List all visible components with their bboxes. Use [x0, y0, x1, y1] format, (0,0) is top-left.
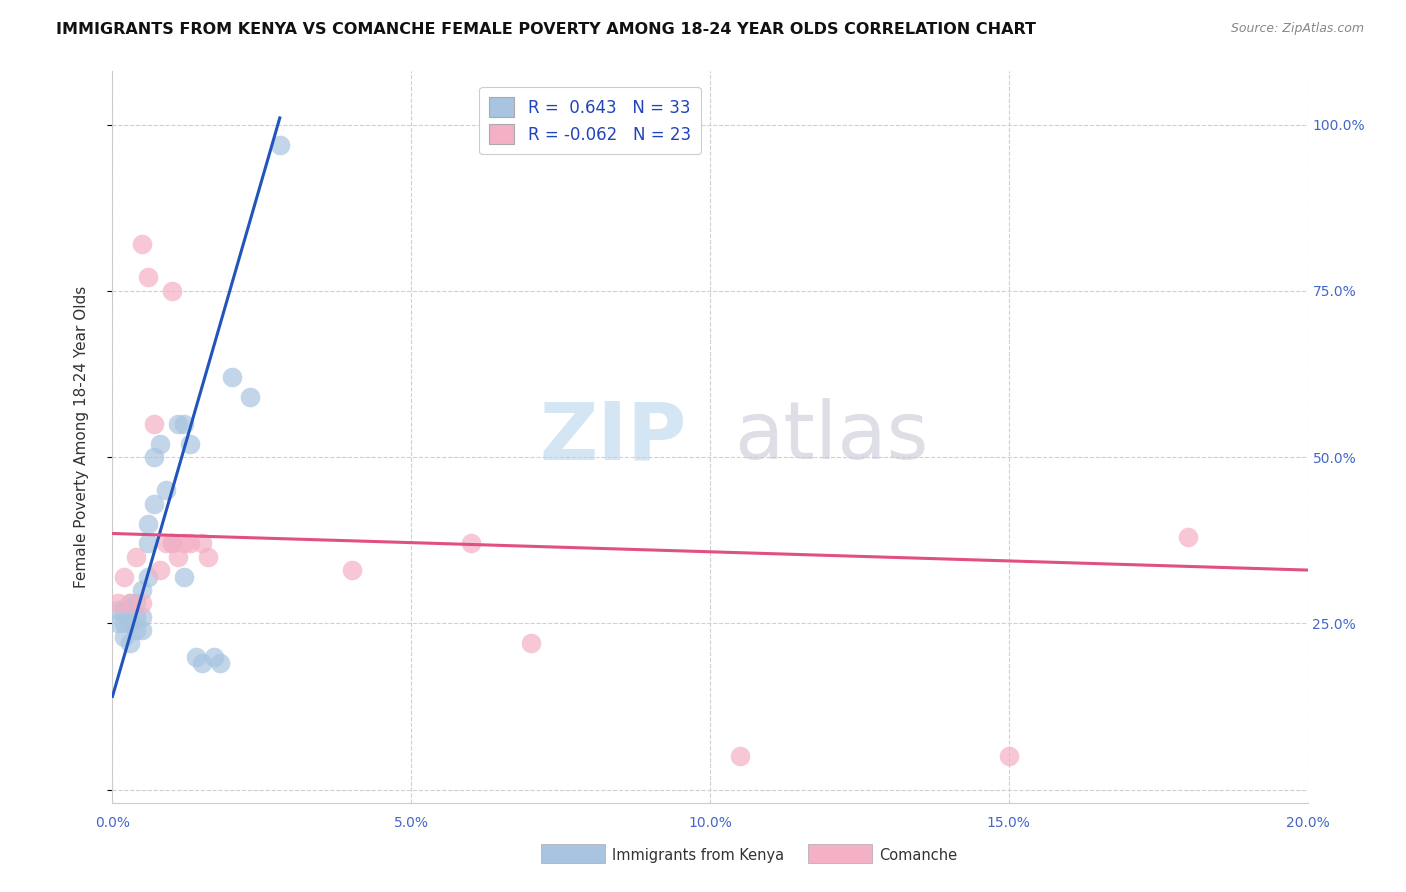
Text: Comanche: Comanche: [879, 848, 957, 863]
Point: [162, 536, 183, 550]
Point: [173, 570, 195, 584]
Point: [107, 616, 129, 631]
Point: [191, 536, 214, 550]
Point: [143, 417, 166, 431]
Text: Immigrants from Kenya: Immigrants from Kenya: [612, 848, 783, 863]
Text: atlas: atlas: [734, 398, 928, 476]
Legend: R =  0.643   N = 33, R = -0.062   N = 23: R = 0.643 N = 33, R = -0.062 N = 23: [479, 87, 700, 154]
Point: [120, 596, 142, 610]
Point: [340, 563, 363, 577]
Point: [167, 417, 190, 431]
Point: [131, 596, 153, 610]
Point: [149, 563, 172, 577]
Point: [143, 450, 166, 464]
Point: [131, 237, 153, 252]
Point: [155, 536, 177, 550]
Point: [131, 582, 153, 597]
Point: [191, 656, 214, 670]
Text: Source: ZipAtlas.com: Source: ZipAtlas.com: [1230, 22, 1364, 36]
Point: [125, 609, 148, 624]
Point: [173, 536, 195, 550]
Point: [125, 549, 148, 564]
Point: [138, 270, 160, 285]
Point: [179, 536, 201, 550]
Point: [120, 596, 142, 610]
Point: [460, 536, 482, 550]
Point: [162, 284, 183, 298]
Text: ZIP: ZIP: [538, 398, 686, 476]
Point: [114, 616, 135, 631]
Point: [186, 649, 208, 664]
Point: [120, 616, 142, 631]
Point: [120, 636, 142, 650]
Point: [114, 603, 135, 617]
Y-axis label: Female Poverty Among 18-24 Year Olds: Female Poverty Among 18-24 Year Olds: [75, 286, 89, 588]
Point: [998, 749, 1021, 764]
Point: [149, 436, 172, 450]
Point: [138, 570, 160, 584]
Point: [209, 656, 232, 670]
Point: [114, 570, 135, 584]
Point: [131, 609, 153, 624]
Text: IMMIGRANTS FROM KENYA VS COMANCHE FEMALE POVERTY AMONG 18-24 YEAR OLDS CORRELATI: IMMIGRANTS FROM KENYA VS COMANCHE FEMALE…: [56, 22, 1036, 37]
Point: [202, 649, 225, 664]
Point: [239, 390, 262, 404]
Point: [107, 596, 129, 610]
Point: [269, 137, 291, 152]
Point: [125, 623, 148, 637]
Point: [1177, 530, 1199, 544]
Point: [728, 749, 751, 764]
Point: [114, 630, 135, 644]
Point: [179, 436, 201, 450]
Point: [173, 417, 195, 431]
Point: [125, 596, 148, 610]
Point: [107, 603, 129, 617]
Point: [138, 536, 160, 550]
Point: [138, 516, 160, 531]
Point: [197, 549, 219, 564]
Point: [143, 497, 166, 511]
Point: [162, 536, 183, 550]
Point: [520, 636, 543, 650]
Point: [131, 623, 153, 637]
Point: [167, 549, 190, 564]
Point: [221, 370, 243, 384]
Point: [155, 483, 177, 498]
